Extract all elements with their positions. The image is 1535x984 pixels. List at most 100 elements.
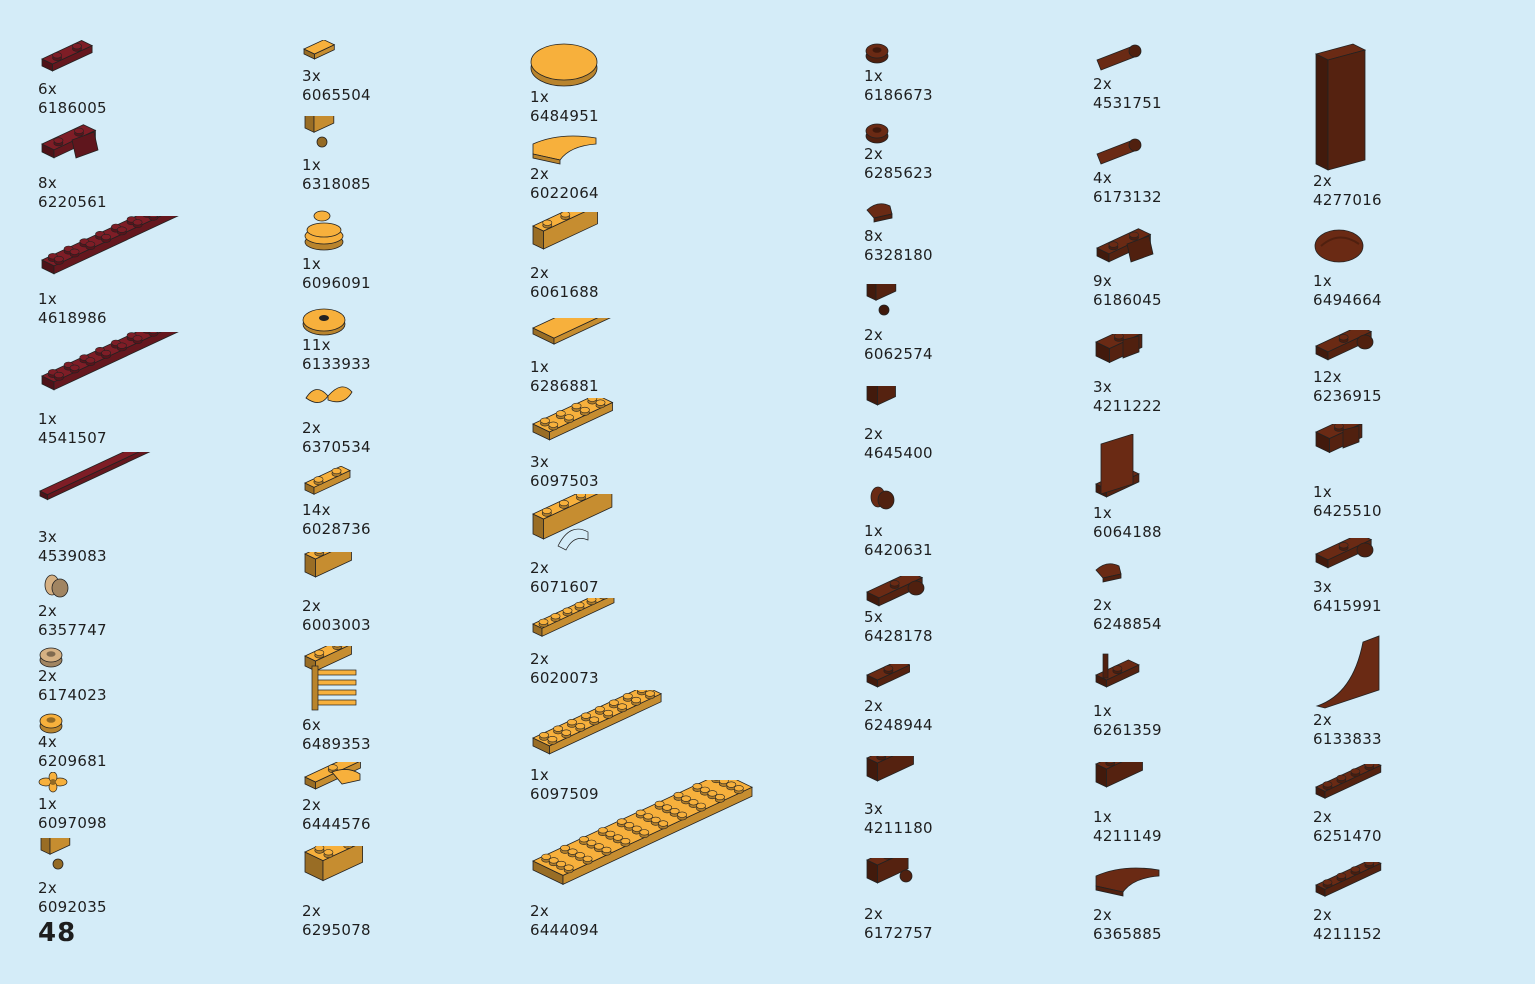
part-number: 6420631 — [864, 541, 933, 559]
part-number: 6370534 — [302, 438, 371, 456]
part-quantity: 1x — [1313, 483, 1333, 501]
part-item: 2x 6248944 — [864, 664, 933, 734]
part-quantity: 2x — [1093, 596, 1113, 614]
brick-image — [1314, 229, 1364, 263]
part-quantity: 2x — [864, 145, 884, 163]
part-item: 2x 4531751 — [1093, 38, 1162, 112]
brick-image — [532, 494, 613, 551]
part-item: 2x 6003003 — [302, 552, 371, 634]
part-quantity: 1x — [38, 290, 58, 308]
part-number: 6318085 — [302, 175, 371, 193]
part-quantity: 2x — [38, 667, 58, 685]
page-number: 48 — [38, 918, 77, 948]
part-quantity: 11x — [302, 336, 331, 354]
part-quantity: 2x — [530, 650, 550, 668]
part-item: 3x 6065504 — [302, 40, 371, 104]
part-quantity: 1x — [1093, 808, 1113, 826]
part-number: 6415991 — [1313, 597, 1382, 615]
part-number: 6022064 — [530, 184, 599, 202]
part-item: 1x 6186673 — [864, 40, 933, 104]
part-item: 2x 6370534 — [302, 384, 371, 456]
part-quantity: 2x — [302, 419, 322, 437]
brick-image — [866, 576, 925, 607]
part-number: 6061688 — [530, 283, 599, 301]
part-item: 2x 4211152 — [1313, 862, 1383, 943]
part-item: 1x 6064188 — [1093, 434, 1162, 541]
part-number: 6209681 — [38, 752, 107, 770]
part-quantity: 1x — [302, 255, 322, 273]
part-quantity: 2x — [302, 597, 322, 615]
part-quantity: 3x — [38, 528, 58, 546]
brick-image — [866, 756, 914, 782]
part-number: 6295078 — [302, 921, 371, 939]
brick-image — [41, 40, 94, 72]
part-quantity: 6x — [38, 80, 58, 98]
part-item: 2x 6020073 — [530, 598, 620, 687]
part-item: 1x 6097098 — [38, 772, 107, 832]
part-quantity: 2x — [864, 425, 884, 443]
part-number: 6097098 — [38, 814, 107, 832]
part-number: 6071607 — [530, 578, 599, 596]
part-item: 2x 6357747 — [38, 570, 107, 639]
part-item: 2x 6174023 — [38, 644, 107, 704]
part-item: 1x 6484951 — [530, 40, 600, 125]
brick-image — [39, 713, 63, 734]
part-number: 6186045 — [1093, 291, 1162, 309]
part-item: 2x 6365885 — [1093, 862, 1163, 943]
part-number: 6173132 — [1093, 188, 1162, 206]
brick-image — [39, 452, 151, 501]
part-number: 6357747 — [38, 621, 107, 639]
brick-image — [1095, 867, 1160, 897]
part-item: 2x 6295078 — [302, 846, 371, 939]
part-quantity: 1x — [38, 410, 58, 428]
part-quantity: 12x — [1313, 368, 1342, 386]
part-quantity: 2x — [302, 902, 322, 920]
part-number: 4618986 — [38, 309, 107, 327]
brick-image — [41, 216, 179, 275]
part-item: 2x 6133833 — [1313, 634, 1385, 748]
part-item: 2x 6444094 — [530, 780, 756, 939]
part-quantity: 2x — [530, 902, 550, 920]
part-quantity: 2x — [38, 602, 58, 620]
brick-image — [866, 203, 893, 223]
brick-image — [1095, 334, 1143, 364]
part-item: 9x 6186045 — [1093, 226, 1162, 309]
part-number: 4645400 — [864, 444, 933, 462]
part-item: 2x 6444576 — [302, 762, 371, 833]
part-item: 1x 6096091 — [302, 204, 371, 292]
part-number: 6172757 — [864, 924, 933, 942]
brick-image — [1095, 434, 1140, 498]
brick-image — [870, 486, 895, 510]
part-number: 6097509 — [530, 785, 599, 803]
part-number: 6174023 — [38, 686, 107, 704]
part-quantity: 3x — [1313, 578, 1333, 596]
part-item: 4x 6173132 — [1093, 132, 1162, 206]
part-quantity: 8x — [38, 174, 58, 192]
part-number: 6065504 — [302, 86, 371, 104]
part-quantity: 1x — [1313, 272, 1333, 290]
part-number: 6494664 — [1313, 291, 1382, 309]
part-quantity: 2x — [530, 559, 550, 577]
part-quantity: 2x — [1313, 808, 1333, 826]
part-quantity: 2x — [864, 697, 884, 715]
part-number: 6261359 — [1093, 721, 1162, 739]
brick-image — [304, 762, 361, 790]
brick-image — [304, 116, 335, 148]
part-quantity: 3x — [302, 67, 322, 85]
part-number: 6236915 — [1313, 387, 1382, 405]
brick-image — [532, 780, 753, 886]
part-item: 2x 6092035 — [38, 838, 107, 916]
part-number: 6028736 — [302, 520, 371, 538]
part-number: 4531751 — [1093, 94, 1162, 112]
brick-image — [303, 40, 336, 60]
part-number: 6444094 — [530, 921, 599, 939]
part-number: 4211149 — [1093, 827, 1162, 845]
part-item: 1x 6425510 — [1313, 424, 1382, 520]
part-number: 6251470 — [1313, 827, 1382, 845]
part-quantity: 3x — [864, 800, 884, 818]
part-number: 4539083 — [38, 547, 107, 565]
part-item: 1x 4541507 — [38, 332, 198, 447]
brick-image — [304, 846, 363, 882]
brick-image — [40, 838, 71, 870]
part-item: 2x 6061688 — [530, 212, 602, 301]
